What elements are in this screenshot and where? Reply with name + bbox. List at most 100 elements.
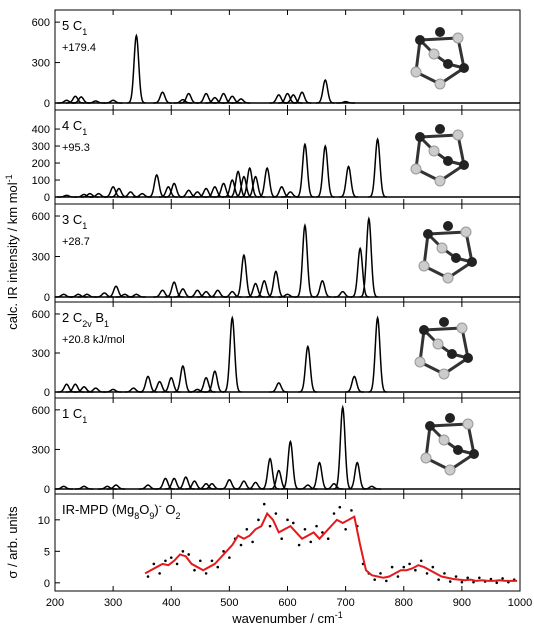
spectrum-peak (272, 186, 292, 198)
data-point (501, 577, 504, 580)
x-tick-label: 900 (453, 597, 471, 609)
spectrum-peak (269, 469, 289, 490)
y-tick-label: 600 (32, 211, 50, 223)
x-tick-label: 500 (220, 597, 238, 609)
x-axis-label: wavenumber / cm-1 (231, 610, 343, 626)
spectrum-peak (188, 289, 207, 298)
data-point (216, 565, 220, 569)
spectrum-peak (66, 95, 85, 104)
y-tick-label: 300 (32, 141, 50, 153)
data-point (448, 580, 452, 583)
panel-title-part: O (162, 502, 176, 517)
y-tick-label: 300 (32, 58, 50, 70)
spectrum-peak (362, 485, 382, 490)
data-point (326, 537, 330, 541)
panel-title-part: 2 C (62, 310, 82, 325)
spectrum-peak (147, 173, 167, 198)
data-point (489, 577, 493, 581)
panel-title-part: 1 (104, 319, 109, 329)
data-point (431, 565, 435, 569)
data-point (199, 559, 202, 563)
spectrum-peak (98, 485, 117, 490)
panel-title: 3 C1 (62, 212, 87, 231)
y-tick-label: 0 (44, 192, 50, 204)
spectrum-peak (260, 457, 280, 490)
spectrum-peak (80, 192, 100, 198)
y-axis-label-part: calc. IR intensity / km mol (5, 182, 20, 329)
data-point (373, 578, 376, 581)
panel-title: 2 C2v B1 (62, 310, 109, 329)
x-tick-label: 300 (104, 597, 122, 609)
spectrum-peak (336, 100, 355, 104)
spectrum-peak (57, 194, 76, 198)
spectrum-peak (103, 186, 123, 198)
spectrum-peak (179, 189, 198, 198)
y-tick-label: 100 (32, 175, 50, 187)
spectrum-peak (310, 461, 329, 490)
spectrum-peak (278, 293, 297, 298)
spectrum-peak (164, 182, 184, 198)
y-tick-label: 5 (44, 546, 50, 558)
spectrum-peak (324, 482, 344, 490)
spectrum-peak (138, 484, 158, 490)
spectrum-peak (202, 482, 222, 490)
y-axis-label: calc. IR intensity / km mol-1 (4, 174, 20, 329)
data-point (402, 565, 406, 569)
panel-title: 4 C1 (62, 118, 87, 137)
data-point (379, 572, 382, 575)
y-tick-label: 0 (44, 98, 50, 110)
data-point (338, 505, 342, 509)
panel-title-part: B (92, 310, 104, 325)
spectrum-peak (103, 388, 123, 393)
y-tick-label: 10 (38, 515, 50, 527)
x-axis-label-part: wavenumber / cm (231, 611, 335, 626)
data-point (315, 524, 318, 528)
data-point (390, 565, 394, 569)
data-point (181, 550, 185, 553)
data-point (443, 572, 446, 575)
spectrum-peak (246, 282, 265, 298)
spectrum-peak (359, 216, 379, 298)
data-point (419, 559, 423, 563)
spectrum-peak (57, 383, 76, 393)
y-axis-label-part: -1 (4, 174, 14, 182)
spectrum-peak (240, 166, 260, 198)
spectrum-peak (333, 290, 353, 298)
spectrum-peak (173, 98, 193, 104)
molecule-image (409, 122, 471, 188)
spectrum-peak (205, 96, 225, 104)
spectrum-peak (222, 315, 242, 393)
y-axis-label: σ / arb. units (5, 506, 20, 579)
spectrum-peak (222, 290, 242, 298)
x-tick-label: 200 (46, 597, 64, 609)
y-tick-label: 600 (32, 309, 50, 321)
data-point (280, 537, 283, 541)
spectrum-peak (156, 477, 175, 490)
spectrum-peak (103, 99, 123, 104)
data-point (472, 580, 475, 584)
data-point (454, 575, 458, 578)
panel-title-part: 1 (82, 127, 87, 137)
data-point (466, 576, 469, 580)
panel-title-part: ) (154, 502, 158, 517)
data-point (152, 562, 156, 566)
spectrum-peak (284, 94, 303, 104)
panel-title-part: 1 (82, 27, 87, 37)
energy-annotation: +20.8 kJ/mol (62, 334, 125, 346)
spectrum-peak (205, 370, 225, 393)
data-point (478, 576, 481, 580)
y-tick-label: 600 (32, 17, 50, 29)
spectrum-peak (66, 383, 85, 393)
data-point (164, 559, 167, 563)
energy-annotation: +179.4 (62, 42, 96, 54)
data-point (268, 524, 272, 528)
panel-title-part: O (139, 502, 149, 517)
data-point (297, 543, 301, 547)
spectrum-peak (205, 186, 225, 198)
data-point (303, 527, 307, 531)
panel-title-part: - (159, 501, 162, 511)
data-point (321, 531, 324, 534)
spectrum-peak (257, 166, 277, 198)
spectrum-peak (339, 165, 358, 198)
spectrum-peak (179, 92, 198, 104)
